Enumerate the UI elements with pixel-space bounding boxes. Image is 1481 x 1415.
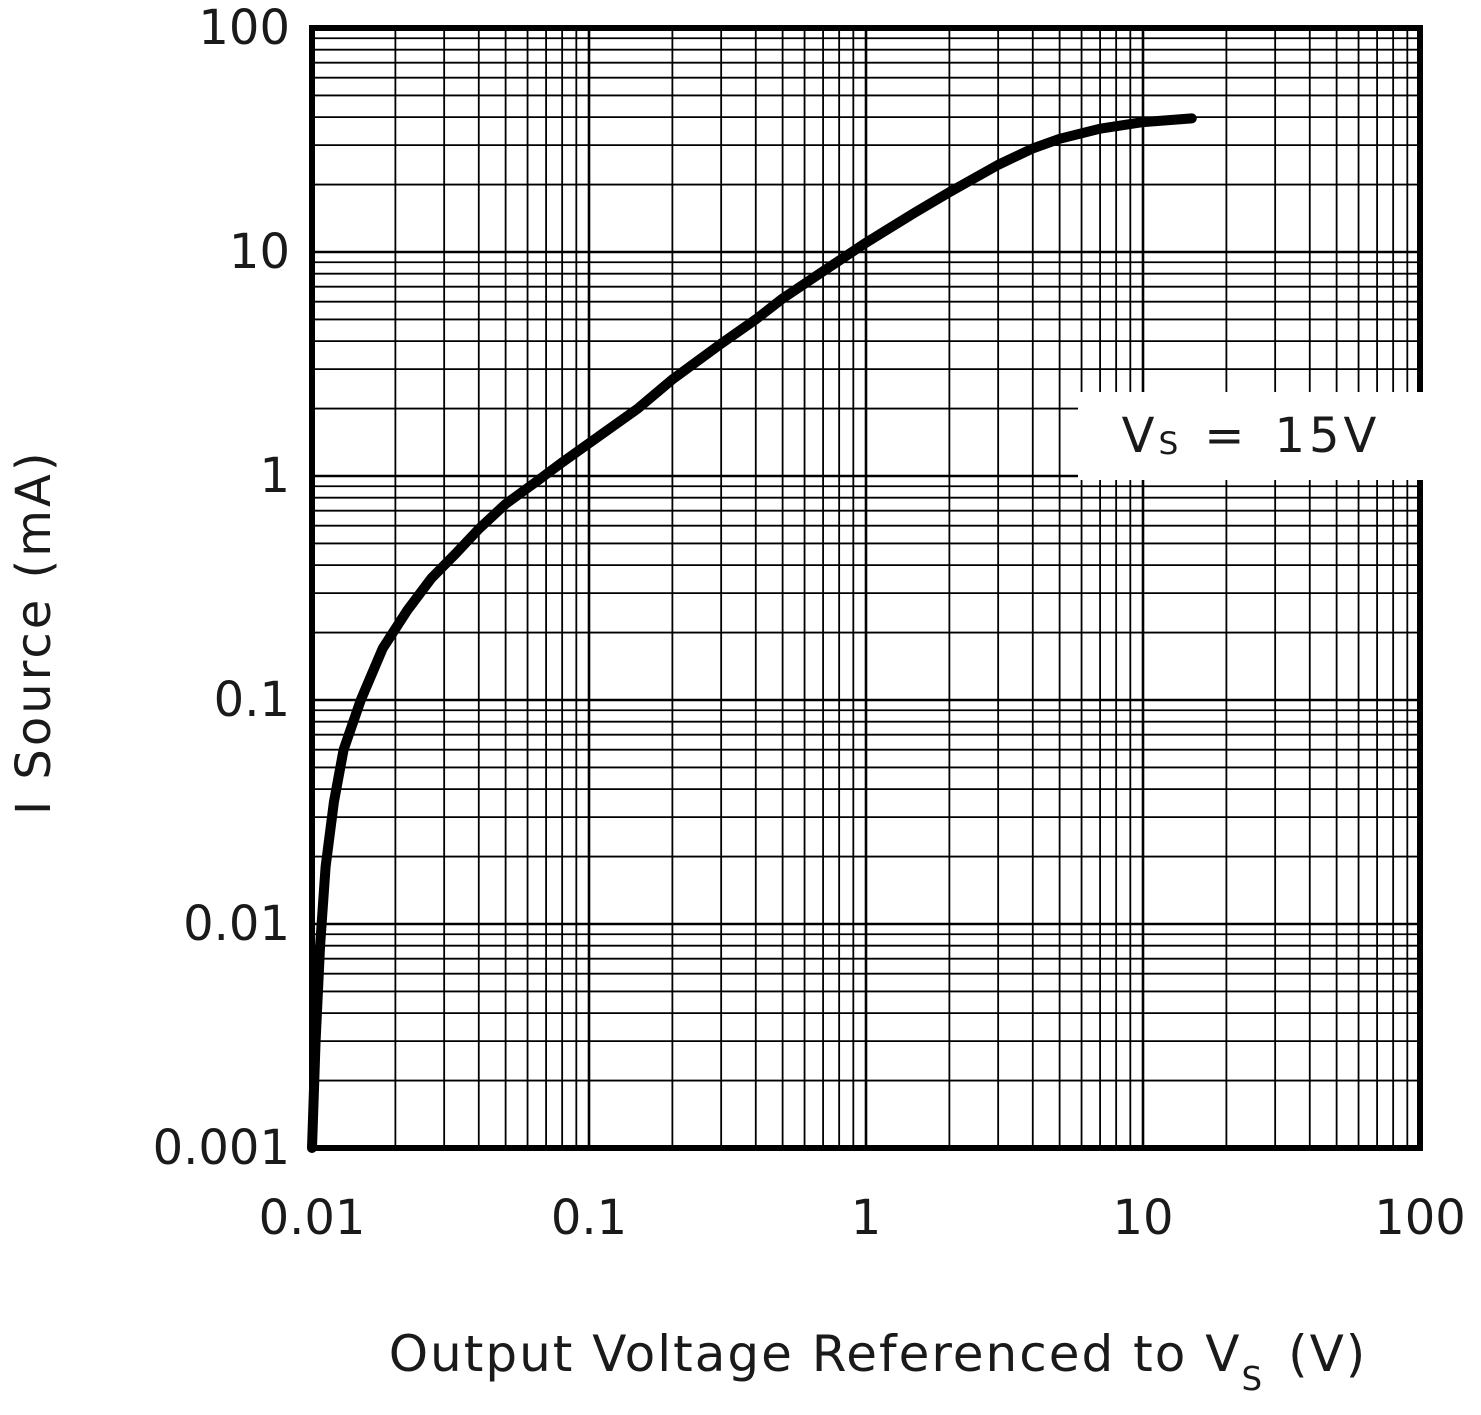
annotation-symbol: V xyxy=(1121,408,1159,464)
y-tick-label: 0.01 xyxy=(183,896,290,952)
y-axis-title: I Source (mA) xyxy=(6,449,62,815)
annotation-equals: = xyxy=(1204,408,1249,464)
plot-border xyxy=(309,25,1423,1151)
x-axis-title-text: Output Voltage Referenced to V xyxy=(388,1325,1242,1383)
x-axis-title-subscript: S xyxy=(1241,1360,1263,1399)
annotation-subscript: S xyxy=(1158,425,1179,462)
x-tick-label: 10 xyxy=(1112,1190,1174,1246)
y-tick-label: 100 xyxy=(198,0,290,56)
annotation-value: 15V xyxy=(1274,408,1381,464)
y-tick-label: 1 xyxy=(259,448,290,504)
y-tick-label: 10 xyxy=(228,224,290,280)
x-axis-title: Output Voltage Referenced to VS (V) xyxy=(388,1325,1368,1398)
x-tick-label: 1 xyxy=(850,1190,882,1246)
x-tick-label: 0.01 xyxy=(258,1190,366,1246)
vs-annotation-box: V S = 15V xyxy=(1078,392,1424,480)
i-source-curve xyxy=(307,113,1197,1153)
y-tick-label: 0.1 xyxy=(213,672,290,728)
x-tick-label: 100 xyxy=(1374,1190,1466,1246)
y-tick-label: 0.001 xyxy=(152,1120,290,1176)
x-axis-title-unit: (V) xyxy=(1288,1325,1368,1383)
x-tick-label: 0.1 xyxy=(550,1190,628,1246)
